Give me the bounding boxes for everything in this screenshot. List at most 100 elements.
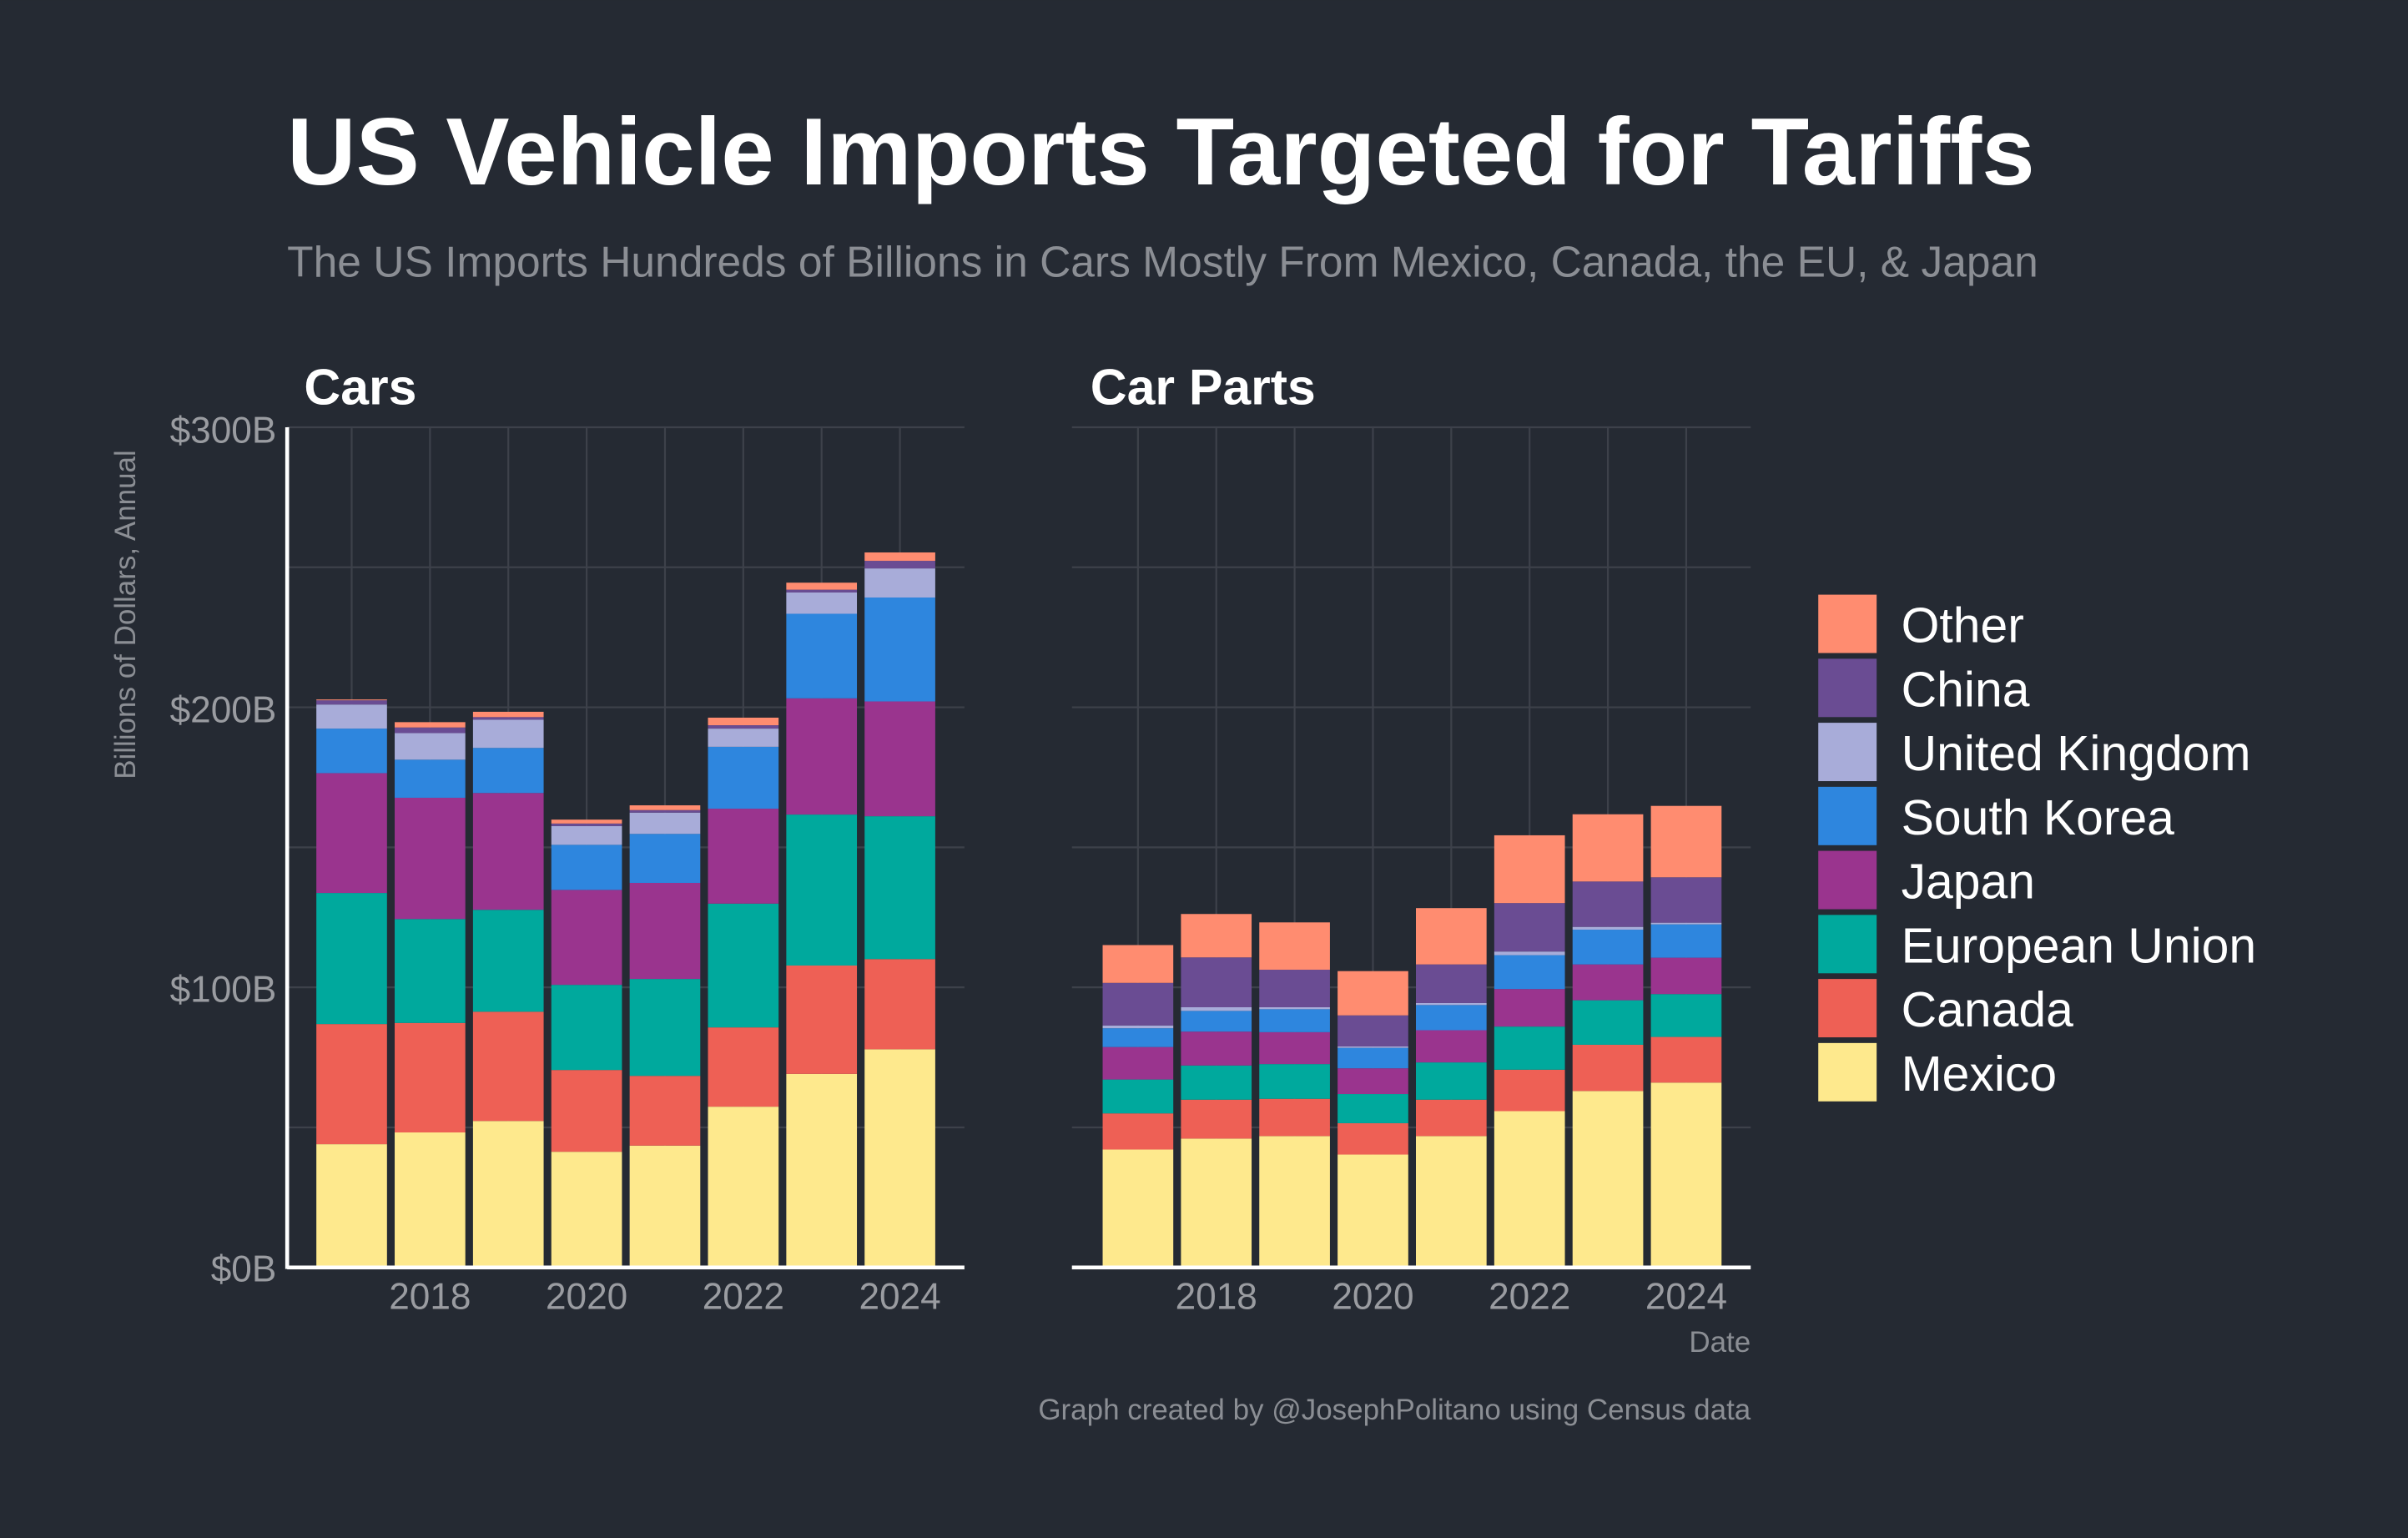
- bar-segment-south-korea-2019: [472, 748, 544, 794]
- bar-segment-japan-2020: [551, 890, 622, 986]
- bar-segment-other-2023: [1572, 814, 1644, 882]
- bar-segment-japan-2017: [316, 773, 387, 894]
- bar-segment-other-2021: [1415, 908, 1487, 965]
- bar-segment-mexico-2022: [708, 1107, 779, 1268]
- bar-segment-south-korea-2017: [1102, 1028, 1174, 1047]
- legend-swatch: [1818, 723, 1877, 782]
- legend-item-other: Other: [1818, 594, 2024, 653]
- bar-segment-other-2017: [316, 699, 387, 701]
- bar-segment-japan-2023: [1572, 964, 1644, 1001]
- bar-segment-european-union-2024: [1650, 994, 1722, 1037]
- bar-segment-japan-2022: [1494, 989, 1565, 1027]
- bar-segment-other-2020: [1337, 971, 1408, 1016]
- bar-segment-other-2024: [864, 552, 935, 562]
- legend-item-japan: Japan: [1818, 850, 2035, 910]
- bar-segment-south-korea-2019: [1259, 1009, 1330, 1032]
- bar-segment-united-kingdom-2018: [1181, 1006, 1252, 1011]
- bar-segment-south-korea-2017: [316, 729, 387, 774]
- bar-segment-japan-2018: [1181, 1031, 1252, 1066]
- bar-segment-canada-2019: [1259, 1098, 1330, 1137]
- bar-segment-mexico-2023: [1572, 1091, 1644, 1268]
- x-tick-label: 2018: [389, 1276, 471, 1317]
- bar-segment-european-union-2019: [472, 910, 544, 1012]
- bar-segment-canada-2019: [472, 1011, 544, 1122]
- bar-segment-european-union-2021: [629, 979, 701, 1077]
- bar-segment-canada-2022: [1494, 1069, 1565, 1112]
- bar-segment-european-union-2020: [551, 985, 622, 1071]
- bar-segment-mexico-2021: [629, 1145, 701, 1268]
- bar-segment-united-kingdom-2019: [472, 719, 544, 749]
- bar-segment-mexico-2024: [1650, 1082, 1722, 1268]
- bar-segment-united-kingdom-2020: [551, 825, 622, 845]
- bar-segment-china-2019: [1259, 970, 1330, 1007]
- bar-segment-mexico-2022: [1494, 1111, 1565, 1268]
- legend-item-canada: Canada: [1818, 979, 2073, 1037]
- bar-segment-other-2018: [395, 722, 466, 728]
- y-tick-label: $200B: [170, 689, 277, 730]
- bar-segment-china-2024: [864, 561, 935, 569]
- bar-segment-canada-2024: [1650, 1036, 1722, 1083]
- legend-item-china: China: [1818, 658, 2030, 717]
- bar-segment-mexico-2020: [1337, 1154, 1408, 1268]
- bar-segment-south-korea-2022: [1494, 955, 1565, 990]
- legend-swatch: [1818, 1042, 1877, 1102]
- bar-segment-united-kingdom-2017: [1102, 1025, 1174, 1029]
- legend-label: Canada: [1902, 983, 2073, 1037]
- x-tick-label: 2024: [1645, 1276, 1727, 1317]
- legend-item-european-union: European Union: [1818, 915, 2256, 973]
- bar-segment-european-union-2023: [786, 814, 858, 966]
- bar-segment-mexico-2019: [472, 1121, 544, 1268]
- legend-item-united-kingdom: United Kingdom: [1818, 723, 2251, 782]
- legend-swatch: [1818, 915, 1877, 974]
- bar-segment-japan-2017: [1102, 1046, 1174, 1080]
- x-axis-label: Date: [1689, 1326, 1751, 1359]
- bar-segment-canada-2021: [1415, 1099, 1487, 1137]
- bar-segment-european-union-2024: [864, 816, 935, 960]
- bar-segment-united-kingdom-2017: [316, 704, 387, 729]
- bar-segment-canada-2017: [316, 1024, 387, 1145]
- bar-segment-european-union-2021: [1415, 1062, 1487, 1100]
- bar-segment-united-kingdom-2022: [1494, 951, 1565, 956]
- bar-segment-japan-2019: [1259, 1031, 1330, 1065]
- bar-segment-mexico-2023: [786, 1073, 858, 1268]
- bar-segment-united-kingdom-2022: [708, 729, 779, 747]
- bar-segment-south-korea-2023: [1572, 930, 1644, 965]
- x-tick-label: 2020: [1332, 1276, 1413, 1317]
- bar-segment-united-kingdom-2021: [629, 812, 701, 835]
- bar-segment-united-kingdom-2024: [864, 568, 935, 598]
- bar-segment-other-2018: [1181, 914, 1252, 958]
- bar-segment-european-union-2023: [1572, 1000, 1644, 1045]
- x-tick-label: 2020: [546, 1276, 627, 1317]
- bar-segment-other-2022: [1494, 835, 1565, 904]
- bar-segment-china-2022: [1494, 903, 1565, 952]
- bar-segment-other-2019: [472, 711, 544, 718]
- bar-segment-japan-2021: [1415, 1030, 1487, 1063]
- bar-segment-united-kingdom-2018: [395, 733, 466, 760]
- bar-segment-china-2018: [395, 727, 466, 734]
- legend-label: European Union: [1902, 919, 2257, 973]
- panel-title-car-parts: Car Parts: [1091, 358, 1316, 415]
- bar-segment-south-korea-2018: [395, 759, 466, 798]
- bar-segment-other-2021: [629, 805, 701, 810]
- bar-segment-other-2022: [708, 717, 779, 726]
- bar-segment-canada-2018: [1181, 1099, 1252, 1139]
- bar-segment-united-kingdom-2019: [1259, 1006, 1330, 1010]
- chart-subtitle: The US Imports Hundreds of Billions in C…: [287, 238, 2038, 286]
- bar-segment-china-2022: [708, 725, 779, 729]
- bar-segment-japan-2018: [395, 797, 466, 920]
- bar-segment-china-2024: [1650, 877, 1722, 923]
- bar-segment-south-korea-2024: [864, 598, 935, 702]
- bar-segment-canada-2023: [1572, 1044, 1644, 1092]
- bar-segment-mexico-2019: [1259, 1136, 1330, 1268]
- bar-segment-south-korea-2024: [1650, 924, 1722, 958]
- legend: Other China United Kingdom South Korea Japan…: [1818, 594, 2256, 1102]
- bar-segment-china-2017: [1102, 982, 1174, 1026]
- bar-segment-south-korea-2023: [786, 613, 858, 698]
- bar-segment-european-union-2020: [1337, 1094, 1408, 1123]
- bar-segment-china-2018: [1181, 957, 1252, 1007]
- bar-segment-canada-2023: [786, 965, 858, 1074]
- bar-segment-mexico-2017: [1102, 1149, 1174, 1268]
- bar-segment-european-union-2017: [316, 893, 387, 1025]
- bar-segment-united-kingdom-2021: [1415, 1002, 1487, 1006]
